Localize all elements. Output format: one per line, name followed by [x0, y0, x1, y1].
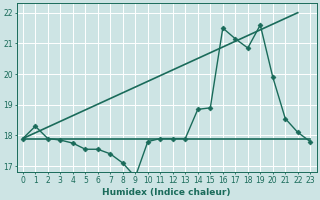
X-axis label: Humidex (Indice chaleur): Humidex (Indice chaleur) — [102, 188, 231, 197]
